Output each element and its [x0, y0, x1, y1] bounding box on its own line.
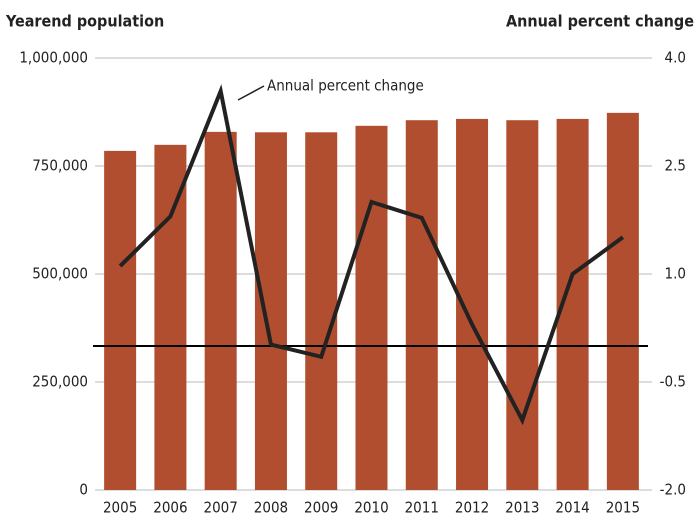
bar	[154, 144, 187, 490]
bar	[355, 125, 388, 490]
y-tick-label: 0	[79, 481, 88, 499]
bar	[204, 131, 237, 490]
y2-tick-label: -2.0	[660, 481, 686, 499]
bar	[254, 132, 287, 490]
annotation: Annual percent change	[267, 77, 424, 95]
x-tick-label: 2009	[304, 499, 338, 517]
y-tick-label: 750,000	[32, 157, 88, 175]
y2-tick-label: -0.5	[660, 373, 686, 391]
x-tick-label: 2008	[254, 499, 288, 517]
y-tick-label: 1,000,000	[19, 49, 88, 67]
x-tick-label: 2011	[405, 499, 439, 517]
x-tick-label: 2012	[455, 499, 489, 517]
x-tick-label: 2005	[103, 499, 137, 517]
x-tick-label: 2006	[153, 499, 187, 517]
bar	[305, 132, 338, 490]
x-tick-label: 2010	[354, 499, 388, 517]
line	[118, 84, 625, 426]
y-axis-label: Yearend population	[5, 12, 164, 31]
y2-tick-label: 1.0	[665, 265, 686, 283]
x-tick-label: 2007	[204, 499, 238, 517]
y-tick-label: 500,000	[32, 265, 88, 283]
bar	[506, 120, 539, 490]
y2-tick-label: 4.0	[665, 49, 686, 67]
y2-tick-label: 2.5	[665, 157, 686, 175]
x-tick-label: 2015	[606, 499, 640, 517]
bar	[606, 112, 639, 490]
y2-axis-label: Annual percent change	[506, 12, 694, 31]
bar	[405, 120, 438, 490]
x-tick-label: 2013	[505, 499, 539, 517]
x-tick-label: 2014	[555, 499, 589, 517]
bar	[104, 150, 137, 490]
y-tick-label: 250,000	[32, 373, 88, 391]
annotation-leader	[237, 85, 265, 101]
